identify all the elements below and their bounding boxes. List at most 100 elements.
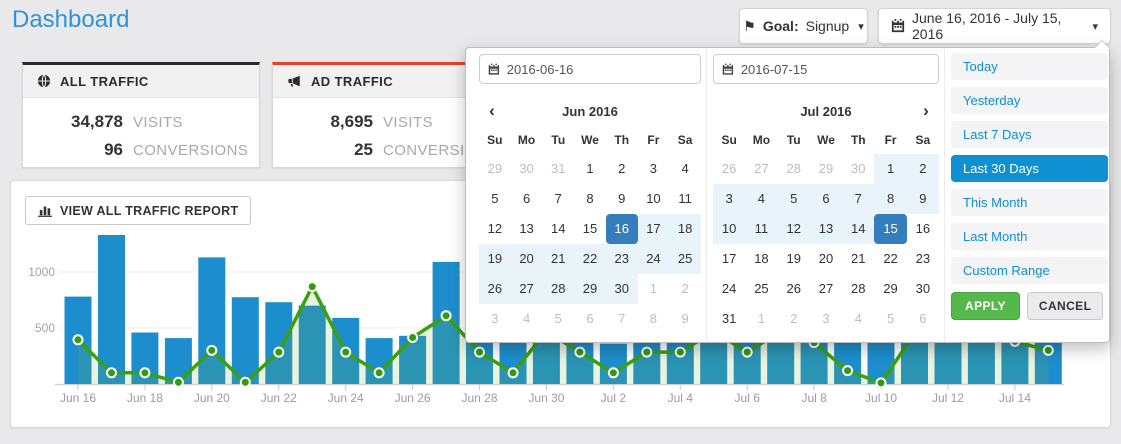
view-all-traffic-report-button[interactable]: VIEW ALL TRAFFIC REPORT xyxy=(25,196,252,225)
calendar-day[interactable]: 17 xyxy=(637,214,670,244)
calendar-day[interactable]: 29 xyxy=(487,161,503,176)
start-date-field[interactable] xyxy=(479,54,701,84)
calendar-day[interactable]: 19 xyxy=(786,251,801,266)
calendar-day[interactable]: 4 xyxy=(745,184,778,214)
goal-dropdown-button[interactable]: ⚑ Goal: Signup ▾ xyxy=(739,8,868,44)
range-item[interactable]: Last Month xyxy=(951,223,1108,250)
calendar-day[interactable]: 30 xyxy=(605,274,638,304)
calendar-day[interactable]: 14 xyxy=(551,221,566,236)
calendar-day[interactable]: 27 xyxy=(510,274,543,304)
calendar-day[interactable]: 1 xyxy=(874,154,907,184)
calendar-day[interactable]: 25 xyxy=(754,281,769,296)
calendar-day[interactable]: 7 xyxy=(842,184,875,214)
calendar-day[interactable]: 21 xyxy=(542,244,575,274)
calendar-day[interactable]: 30 xyxy=(915,281,931,296)
calendar-day[interactable]: 31 xyxy=(721,311,737,326)
calendar-day[interactable]: 28 xyxy=(851,281,866,296)
calendar-day[interactable]: 26 xyxy=(721,161,737,176)
range-item[interactable]: Last 7 Days xyxy=(951,121,1108,148)
calendar-day[interactable]: 23 xyxy=(605,244,638,274)
calendar-day[interactable]: 28 xyxy=(786,161,801,176)
calendar-day[interactable]: 5 xyxy=(491,191,499,206)
calendar-day[interactable]: 23 xyxy=(915,251,931,266)
apply-button[interactable]: APPLY xyxy=(951,292,1020,320)
calendar-day[interactable]: 29 xyxy=(818,161,834,176)
calendar-day[interactable]: 7 xyxy=(618,311,626,326)
range-item[interactable]: Yesterday xyxy=(951,87,1108,114)
calendar-day[interactable]: 15 xyxy=(874,214,907,244)
calendar-day[interactable]: 6 xyxy=(586,311,594,326)
calendar-day[interactable]: 27 xyxy=(754,161,769,176)
calendar-day[interactable]: 5 xyxy=(777,184,810,214)
calendar-day[interactable]: 26 xyxy=(479,274,511,304)
cancel-button[interactable]: CANCEL xyxy=(1026,292,1104,320)
calendar-day[interactable]: 1 xyxy=(586,161,594,176)
calendar-day[interactable]: 4 xyxy=(522,311,531,326)
calendar-day[interactable]: 28 xyxy=(542,274,575,304)
calendar-day[interactable]: 16 xyxy=(605,214,638,244)
calendar-day[interactable]: 9 xyxy=(618,191,626,206)
calendar-day[interactable]: 22 xyxy=(574,244,606,274)
calendar-day[interactable]: 27 xyxy=(818,281,834,296)
calendar-day[interactable]: 3 xyxy=(649,161,658,176)
next-month-icon[interactable]: › xyxy=(923,101,929,120)
calendar-day[interactable]: 9 xyxy=(906,184,939,214)
calendar-day[interactable]: 14 xyxy=(842,214,875,244)
start-date-input[interactable] xyxy=(506,61,692,77)
calendar-day[interactable]: 4 xyxy=(854,311,862,326)
calendar-day[interactable]: 15 xyxy=(582,221,598,236)
calendar-day[interactable]: 26 xyxy=(786,281,801,296)
calendar-day[interactable]: 3 xyxy=(491,311,499,326)
calendar-day[interactable]: 21 xyxy=(851,251,866,266)
calendar-day[interactable]: 1 xyxy=(649,281,658,296)
end-date-input[interactable] xyxy=(740,61,930,77)
calendar-day[interactable]: 11 xyxy=(745,214,778,244)
calendar-day[interactable]: 1 xyxy=(757,311,766,326)
prev-month-icon[interactable]: ‹ xyxy=(489,101,495,120)
calendar-day[interactable]: 6 xyxy=(919,311,927,326)
calendar-day[interactable]: 9 xyxy=(681,311,689,326)
calendar-day[interactable]: 29 xyxy=(883,281,898,296)
calendar-day[interactable]: 13 xyxy=(809,214,843,244)
calendar-day[interactable]: 2 xyxy=(906,154,939,184)
calendar-day[interactable]: 3 xyxy=(822,311,830,326)
calendar-day[interactable]: 6 xyxy=(522,191,531,206)
date-range-button[interactable]: June 16, 2016 - July 15, 2016 ▾ xyxy=(878,8,1111,44)
calendar-day[interactable]: 10 xyxy=(713,214,746,244)
calendar-day[interactable]: 20 xyxy=(818,251,834,266)
calendar-day[interactable]: 5 xyxy=(886,311,895,326)
calendar-day[interactable]: 11 xyxy=(678,191,692,206)
calendar-day[interactable]: 25 xyxy=(669,244,701,274)
calendar-day[interactable]: 20 xyxy=(510,244,543,274)
calendar-day[interactable]: 5 xyxy=(554,311,562,326)
calendar-day[interactable]: 2 xyxy=(790,311,798,326)
range-item[interactable]: Last 30 Days xyxy=(951,155,1108,182)
calendar-day[interactable]: 24 xyxy=(637,244,670,274)
calendar-day[interactable]: 4 xyxy=(681,161,689,176)
calendar-day[interactable]: 24 xyxy=(721,281,737,296)
end-date-field[interactable] xyxy=(713,54,939,84)
range-item[interactable]: Custom Range xyxy=(951,257,1108,284)
calendar-day[interactable]: 19 xyxy=(479,244,511,274)
range-item[interactable]: This Month xyxy=(951,189,1108,216)
calendar-day[interactable]: 18 xyxy=(669,214,701,244)
calendar-day[interactable]: 7 xyxy=(554,191,562,206)
calendar-day[interactable]: 10 xyxy=(646,191,661,206)
calendar-day[interactable]: 2 xyxy=(618,161,626,176)
calendar-day[interactable]: 30 xyxy=(519,161,534,176)
calendar-day[interactable]: 30 xyxy=(851,161,866,176)
calendar-day[interactable]: 3 xyxy=(713,184,746,214)
calendar-day[interactable]: 17 xyxy=(721,251,737,266)
calendar-day[interactable]: 12 xyxy=(487,221,503,236)
calendar-day[interactable]: 18 xyxy=(754,251,769,266)
calendar-day[interactable]: 12 xyxy=(777,214,810,244)
calendar-day[interactable]: 8 xyxy=(586,191,594,206)
calendar-day[interactable]: 8 xyxy=(649,311,658,326)
calendar-day[interactable]: 8 xyxy=(874,184,907,214)
calendar-day[interactable]: 16 xyxy=(915,221,931,236)
calendar-day[interactable]: 31 xyxy=(551,161,566,176)
calendar-day[interactable]: 22 xyxy=(883,251,898,266)
range-item[interactable]: Today xyxy=(951,53,1108,80)
calendar-day[interactable]: 2 xyxy=(681,281,689,296)
calendar-day[interactable]: 6 xyxy=(809,184,843,214)
